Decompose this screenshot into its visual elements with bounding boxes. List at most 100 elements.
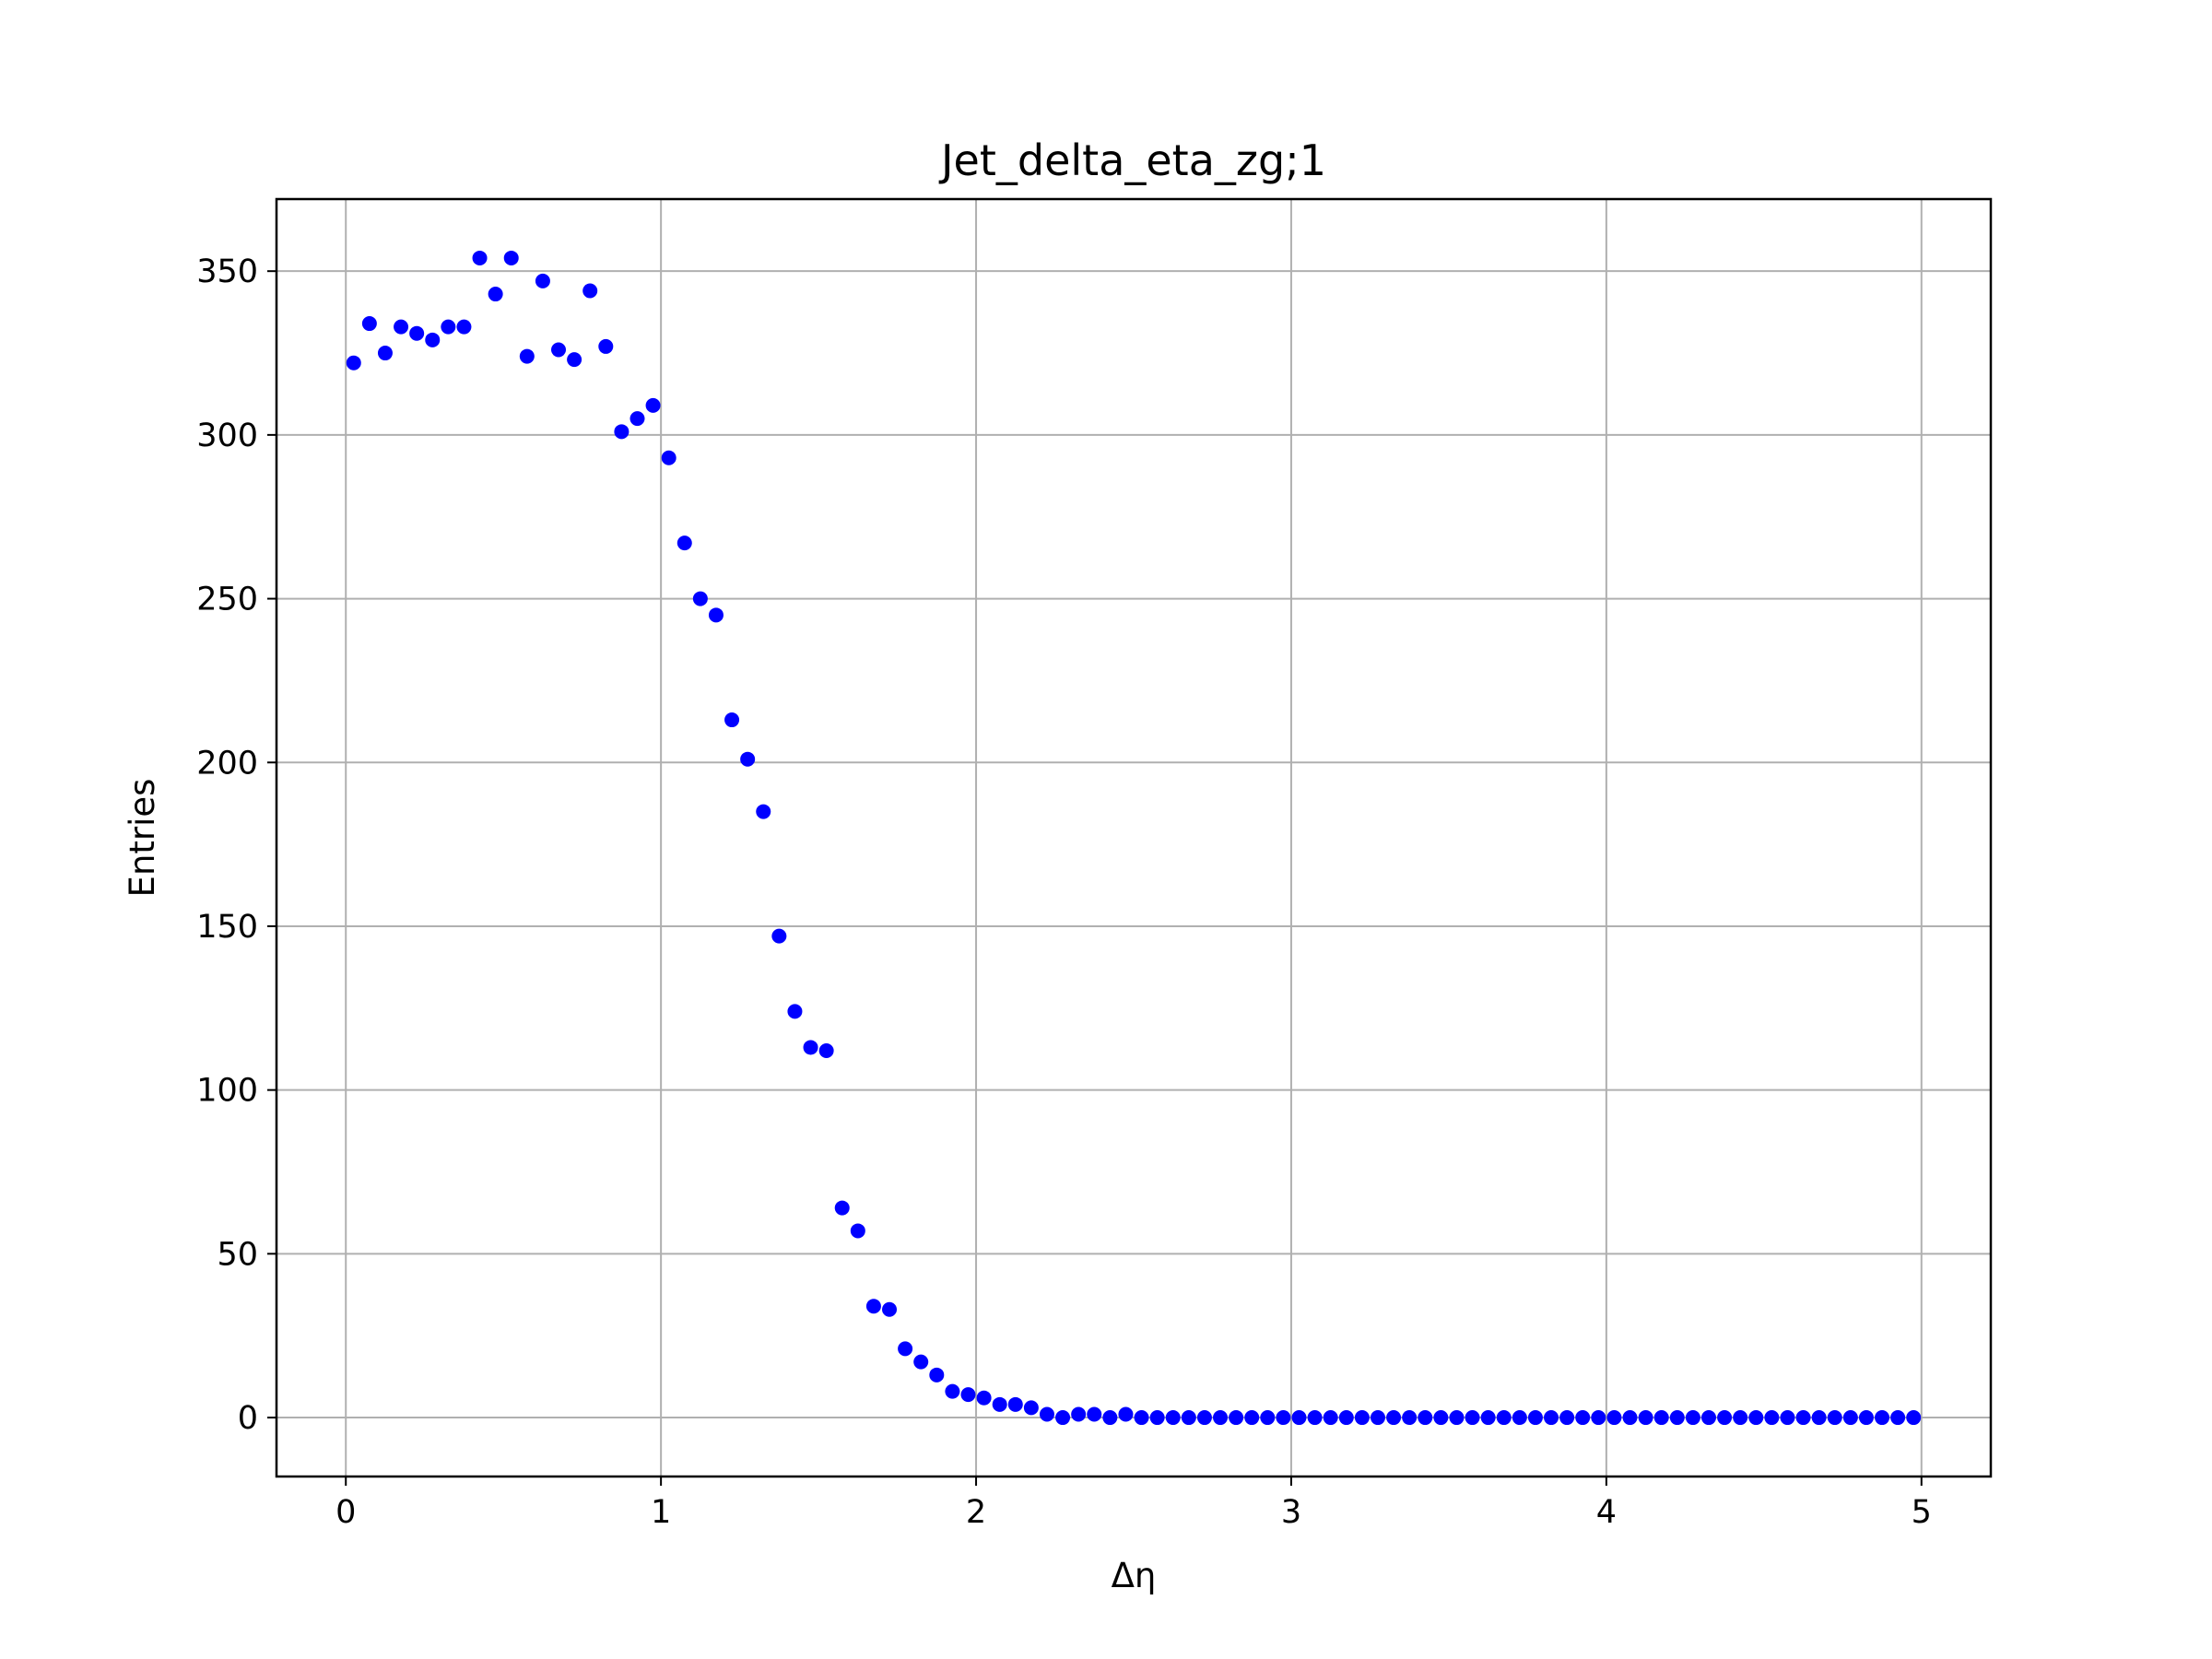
data-point bbox=[787, 1004, 803, 1019]
data-point bbox=[1700, 1410, 1716, 1426]
data-point bbox=[1875, 1410, 1890, 1426]
data-point bbox=[582, 283, 598, 299]
data-point bbox=[472, 250, 488, 265]
data-point bbox=[1480, 1410, 1496, 1426]
data-point bbox=[1213, 1410, 1229, 1426]
data-point bbox=[992, 1396, 1007, 1412]
data-point bbox=[346, 355, 361, 371]
data-point bbox=[960, 1387, 976, 1403]
data-point bbox=[913, 1354, 929, 1370]
y-tick-label: 250 bbox=[196, 582, 258, 618]
data-point bbox=[1370, 1410, 1385, 1426]
data-point bbox=[898, 1341, 913, 1357]
data-point bbox=[1433, 1410, 1449, 1426]
data-point bbox=[519, 348, 535, 364]
y-tick-label: 100 bbox=[196, 1073, 258, 1110]
data-point bbox=[1229, 1410, 1244, 1426]
data-point bbox=[692, 591, 708, 606]
data-point bbox=[771, 928, 787, 944]
plot-frame bbox=[275, 197, 1993, 1478]
data-point bbox=[1307, 1410, 1323, 1426]
data-point bbox=[1748, 1410, 1764, 1426]
data-point bbox=[456, 319, 472, 335]
data-point bbox=[976, 1390, 992, 1406]
data-point bbox=[1354, 1410, 1370, 1426]
data-point bbox=[1149, 1410, 1165, 1426]
data-point bbox=[503, 250, 519, 265]
y-tick-label: 200 bbox=[196, 745, 258, 782]
data-point bbox=[756, 804, 771, 819]
data-point bbox=[708, 607, 724, 623]
data-point bbox=[1323, 1410, 1338, 1426]
y-tick-label: 0 bbox=[238, 1400, 258, 1437]
data-point bbox=[1653, 1410, 1669, 1426]
data-point bbox=[1181, 1410, 1196, 1426]
data-point bbox=[1449, 1410, 1465, 1426]
data-point bbox=[1402, 1410, 1418, 1426]
data-point bbox=[614, 424, 629, 440]
data-point bbox=[1196, 1410, 1212, 1426]
data-point bbox=[1827, 1410, 1842, 1426]
data-point bbox=[1890, 1410, 1906, 1426]
data-point bbox=[1858, 1410, 1874, 1426]
data-point bbox=[629, 411, 645, 427]
data-point bbox=[1638, 1410, 1653, 1426]
data-point bbox=[1527, 1410, 1543, 1426]
y-axis-label: Entries bbox=[123, 779, 162, 898]
data-point bbox=[1165, 1410, 1181, 1426]
data-point bbox=[661, 450, 677, 465]
data-point bbox=[1559, 1410, 1575, 1426]
x-tick-label: 5 bbox=[1912, 1494, 1932, 1531]
y-tick-label: 300 bbox=[196, 418, 258, 454]
data-point bbox=[425, 332, 441, 347]
data-point bbox=[1102, 1410, 1118, 1426]
data-point bbox=[488, 287, 503, 302]
data-point bbox=[1669, 1410, 1685, 1426]
data-point bbox=[1071, 1406, 1087, 1422]
data-point bbox=[645, 397, 661, 413]
data-point bbox=[535, 273, 550, 288]
y-axis-ticks: 0 50 100 150 200 250 300 350 bbox=[196, 253, 276, 1437]
y-tick-label: 150 bbox=[196, 909, 258, 946]
data-point bbox=[1512, 1410, 1527, 1426]
data-point bbox=[882, 1301, 898, 1317]
data-point bbox=[1717, 1410, 1733, 1426]
data-point bbox=[1591, 1410, 1606, 1426]
data-points bbox=[346, 250, 1922, 1426]
data-point bbox=[409, 325, 425, 341]
data-point bbox=[1780, 1410, 1795, 1426]
data-point bbox=[1118, 1406, 1134, 1422]
data-point bbox=[1007, 1396, 1023, 1412]
data-point bbox=[1764, 1410, 1780, 1426]
data-point bbox=[1386, 1410, 1402, 1426]
x-tick-label: 4 bbox=[1596, 1494, 1617, 1531]
data-point bbox=[1418, 1410, 1433, 1426]
data-point bbox=[1906, 1410, 1922, 1426]
data-point bbox=[1023, 1400, 1039, 1416]
data-point bbox=[1795, 1410, 1811, 1426]
y-tick-label: 350 bbox=[196, 253, 258, 290]
grid bbox=[276, 199, 1991, 1477]
data-point bbox=[1244, 1410, 1260, 1426]
data-point bbox=[803, 1040, 818, 1055]
x-tick-label: 3 bbox=[1281, 1494, 1301, 1531]
x-tick-label: 1 bbox=[651, 1494, 671, 1531]
data-point bbox=[361, 316, 377, 332]
x-axis-ticks: 0 1 2 3 4 5 bbox=[335, 1477, 1932, 1531]
data-point bbox=[1575, 1410, 1591, 1426]
data-point bbox=[1260, 1410, 1276, 1426]
data-point bbox=[1606, 1410, 1622, 1426]
data-point bbox=[945, 1383, 960, 1399]
data-point bbox=[1055, 1410, 1071, 1426]
data-point bbox=[1276, 1410, 1291, 1426]
data-point bbox=[377, 346, 393, 361]
data-point bbox=[551, 342, 567, 358]
x-axis-label: Δη bbox=[1112, 1556, 1157, 1595]
data-point bbox=[740, 751, 756, 767]
data-point bbox=[1622, 1410, 1638, 1426]
data-point bbox=[1338, 1410, 1354, 1426]
data-point bbox=[850, 1223, 865, 1239]
data-point bbox=[724, 712, 740, 728]
data-point bbox=[865, 1299, 881, 1314]
